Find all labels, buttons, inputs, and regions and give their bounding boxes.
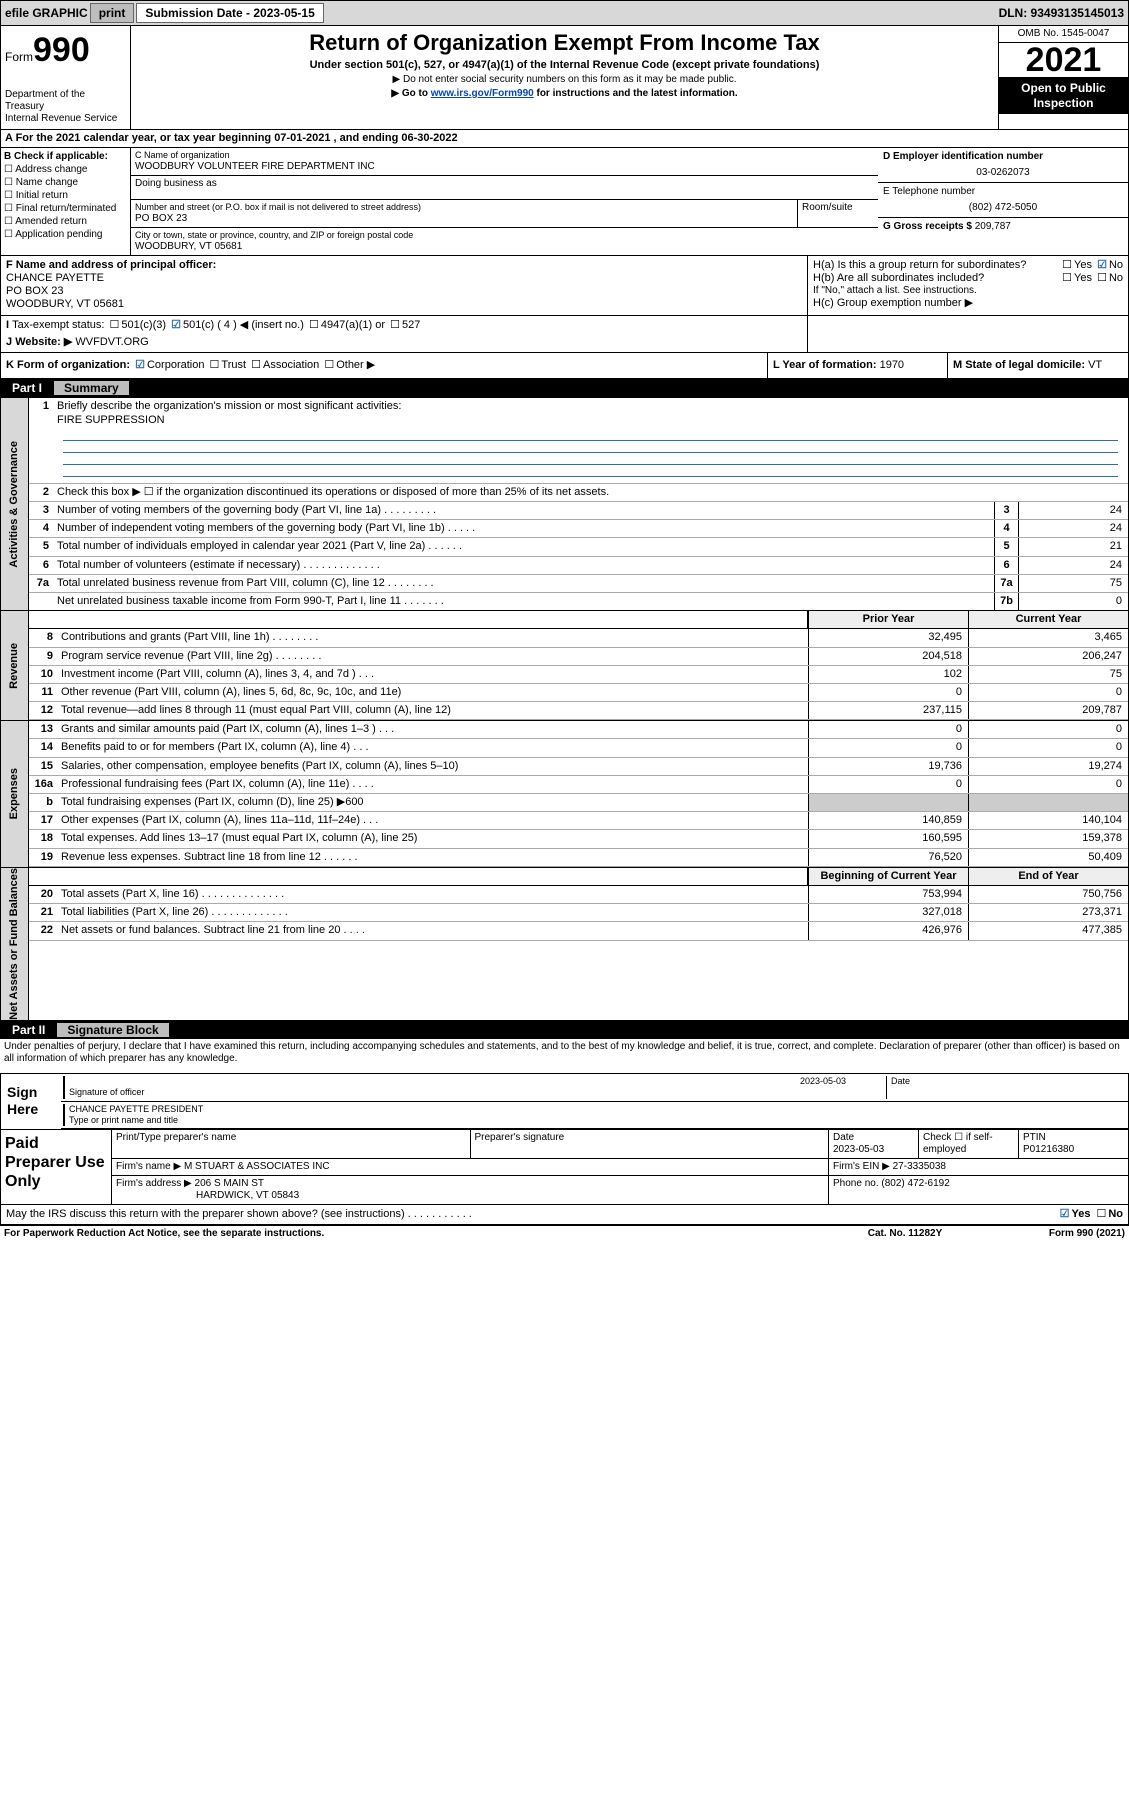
sign-here: Sign Here [1,1074,61,1129]
m-label: M State of legal domicile: [953,359,1085,371]
topbar: efile GRAPHIC print Submission Date - 20… [0,0,1129,26]
submission-date: Submission Date - 2023-05-15 [136,3,323,23]
tax-year: 2021 [999,43,1128,77]
street: PO BOX 23 [135,213,793,225]
col-curr: Current Year [968,611,1128,628]
form-word: Form [5,50,33,64]
dba-label: Doing business as [131,176,878,200]
cat-no: Cat. No. 11282Y [825,1228,985,1240]
officer-name: CHANCE PAYETTE [6,272,104,284]
hb-label: H(b) Are all subordinates included? [813,272,984,284]
tax-period: A For the 2021 calendar year, or tax yea… [1,130,1128,147]
city: WOODBURY, VT 05681 [135,241,874,253]
street-label: Number and street (or P.O. box if mail i… [135,202,793,213]
pra-notice: For Paperwork Reduction Act Notice, see … [4,1228,825,1240]
header-line2: ▶ Go to www.irs.gov/Form990 for instruct… [137,88,992,100]
open-to-public: Open to Public Inspection [999,77,1128,114]
d-label: D Employer identification number [883,151,1043,162]
form-header: Form990 Department of the Treasury Inter… [0,26,1129,130]
officer-addr2: WOODBURY, VT 05681 [6,298,124,310]
gross-receipts: 209,787 [975,221,1011,232]
form-subtitle: Under section 501(c), 527, or 4947(a)(1)… [137,59,992,72]
chk-application-pending[interactable]: ☐ Application pending [4,229,127,241]
domicile: VT [1088,359,1102,371]
h-note: If "No," attach a list. See instructions… [813,285,1123,297]
chk-initial-return[interactable]: ☐ Initial return [4,190,127,202]
print-button[interactable]: print [90,3,135,23]
vlabel-gov: Activities & Governance [8,441,21,568]
suite-label: Room/suite [798,200,878,227]
dept-label: Department of the Treasury [5,89,126,113]
f-label: F Name and address of principal officer: [6,259,216,271]
chk-address-change[interactable]: ☐ Address change [4,164,127,176]
k-label: K Form of organization: [6,359,130,371]
b-label: B Check if applicable: [4,151,108,162]
hc-label: H(c) Group exemption number ▶ [813,297,1123,310]
website: WVFDVT.ORG [75,336,148,348]
form-footer: Form 990 (2021) [985,1228,1125,1240]
header-line1: ▶ Do not enter social security numbers o… [137,74,992,86]
dln: DLN: 93493135145013 [999,6,1124,20]
city-label: City or town, state or province, country… [135,230,874,241]
col-end: End of Year [968,868,1128,885]
chk-name-change[interactable]: ☐ Name change [4,177,127,189]
q2: Check this box ▶ ☐ if the organization d… [53,484,1128,501]
vlabel-net: Net Assets or Fund Balances [8,868,21,1020]
e-label: E Telephone number [883,186,975,197]
col-beg: Beginning of Current Year [808,868,968,885]
discuss-question: May the IRS discuss this return with the… [6,1208,1058,1221]
part2-header: Part IISignature Block [0,1021,1129,1039]
vlabel-exp: Expenses [8,768,21,819]
q1v: FIRE SUPPRESSION [57,414,165,426]
phone: (802) 472-5050 [883,198,1123,214]
c-label: C Name of organization [135,150,874,161]
form-number: 990 [33,31,90,69]
ha-label: H(a) Is this a group return for subordin… [813,259,1026,271]
ein: 03-0262073 [883,163,1123,179]
efile-label: efile GRAPHIC [5,6,88,20]
officer-addr1: PO BOX 23 [6,285,63,297]
q1: Briefly describe the organization's miss… [57,400,401,412]
officer-type-name: CHANCE PAYETTE PRESIDENT [69,1104,203,1114]
declaration: Under penalties of perjury, I declare th… [0,1039,1129,1067]
vlabel-rev: Revenue [8,643,21,689]
col-prior: Prior Year [808,611,968,628]
year-formation: 1970 [880,359,904,371]
i-label: Tax-exempt status: [12,319,104,331]
j-label: Website: ▶ [15,336,72,348]
g-label: G Gross receipts $ [883,221,972,232]
irs-label: Internal Revenue Service [5,113,126,125]
org-name: WOODBURY VOLUNTEER FIRE DEPARTMENT INC [135,161,874,173]
l-label: L Year of formation: [773,359,877,371]
chk-amended-return[interactable]: ☐ Amended return [4,216,127,228]
form-title: Return of Organization Exempt From Incom… [137,30,992,56]
irs-link[interactable]: www.irs.gov/Form990 [431,88,534,99]
entity-block: B Check if applicable: ☐ Address change … [0,148,1129,255]
part1-header: Part ISummary [0,379,1129,397]
paid-preparer: Paid Preparer Use Only [1,1130,111,1204]
chk-final-return[interactable]: ☐ Final return/terminated [4,203,127,215]
